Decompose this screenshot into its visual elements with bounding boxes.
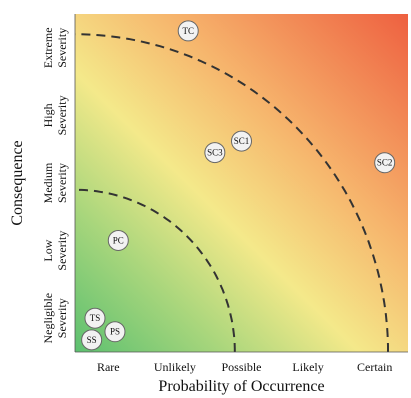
y-tick-label-line: Medium <box>41 162 55 203</box>
data-point-sc1: SC1 <box>231 130 252 152</box>
data-point-marker <box>81 329 103 351</box>
y-tick-label-line: Severity <box>55 28 69 68</box>
x-tick-label: Rare <box>97 360 120 374</box>
risk-boundary-1 <box>75 188 236 352</box>
data-point-label: TC <box>182 26 194 36</box>
y-tick-label-line: Low <box>41 239 55 261</box>
x-tick-label: Possible <box>221 360 261 374</box>
risk-boundary-2 <box>75 33 389 352</box>
data-point-sc3: SC3 <box>204 142 226 164</box>
x-tick-label: Unlikely <box>154 360 196 374</box>
y-tick-label-line: Severity <box>55 231 69 271</box>
data-points: TC SC1 SC3 SC2 PC TS PS SS <box>81 20 396 351</box>
y-tick-label: Negligible Severity <box>41 293 69 344</box>
risk-boundaries <box>75 33 389 352</box>
y-tick-label-line: Negligible <box>41 293 55 344</box>
y-tick-label-line: Extreme <box>41 27 55 68</box>
y-tick-label-line: Severity <box>55 163 69 203</box>
x-axis-title: Probability of Occurrence <box>158 378 324 395</box>
data-point-label: PC <box>113 235 124 245</box>
y-tick-label: Low Severity <box>41 231 69 271</box>
data-point-marker <box>231 130 252 152</box>
y-tick-label: High Severity <box>41 95 69 135</box>
data-point-marker <box>374 152 396 174</box>
data-point-marker <box>177 20 199 42</box>
data-point-marker <box>104 321 126 343</box>
data-point-pc: PC <box>107 229 129 251</box>
data-point-label: TS <box>90 313 101 323</box>
x-tick-label: Certain <box>357 360 392 374</box>
data-point-sc2: SC2 <box>374 152 396 174</box>
data-point-ps: PS <box>104 321 126 343</box>
data-point-label: SC2 <box>377 158 393 168</box>
plot-background <box>75 14 408 352</box>
data-point-tc: TC <box>177 20 199 42</box>
data-point-marker <box>84 307 106 329</box>
data-point-marker <box>107 229 129 251</box>
data-point-ts: TS <box>84 307 106 329</box>
y-axis-title: Consequence <box>9 140 26 225</box>
y-tick-label: Extreme Severity <box>41 27 69 68</box>
y-tick-label-line: Severity <box>55 298 69 338</box>
data-point-label: SC1 <box>234 136 250 146</box>
data-point-label: SC3 <box>207 148 223 158</box>
data-point-label: SS <box>87 335 97 345</box>
data-point-ss: SS <box>81 329 103 351</box>
x-tick-label: Likely <box>292 360 323 374</box>
y-tick-label-line: High <box>41 103 55 127</box>
x-tick-labels: Rare Unlikely Possible Likely Certain <box>97 360 392 374</box>
y-tick-label-line: Severity <box>55 95 69 135</box>
data-point-marker <box>204 142 226 164</box>
y-tick-label: Medium Severity <box>41 162 69 203</box>
data-point-label: PS <box>110 327 120 337</box>
